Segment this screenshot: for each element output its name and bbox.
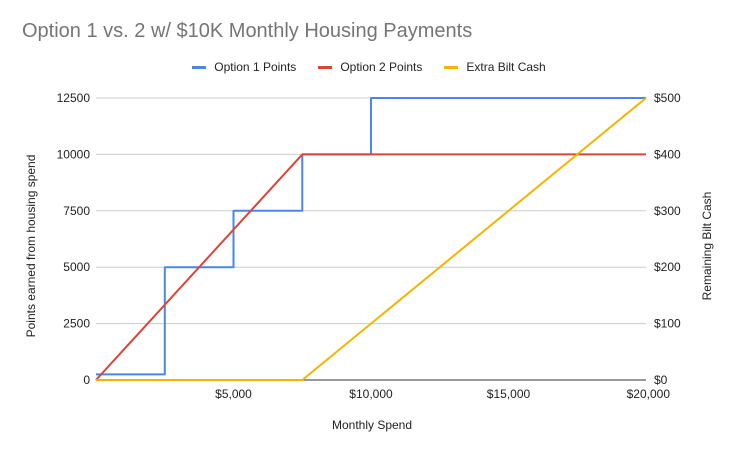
y-tick-label: 0: [83, 373, 90, 387]
y2-axis-title: Remaining Bilt Cash: [700, 192, 714, 301]
legend-item-option-1: Option 1 Points: [192, 60, 296, 74]
legend-item-extra-bilt-cash: Extra Bilt Cash: [444, 60, 546, 74]
series-line-extra-bilt-cash: [96, 97, 647, 381]
x-axis-title: Monthly Spend: [332, 418, 412, 432]
x-tick-label: $20,000: [627, 387, 671, 401]
y2-tick-label: $200: [654, 260, 681, 274]
legend-label-option-1: Option 1 Points: [214, 60, 297, 74]
legend-swatch-extra-bilt-cash: [444, 65, 459, 69]
y2-tick-label: $100: [654, 317, 681, 331]
y2-tick-label: $500: [654, 91, 681, 105]
y-tick-label: 5000: [63, 260, 90, 274]
series-line-option-1-points: [96, 97, 646, 376]
series-lines: [95, 97, 647, 381]
y2-tick-label: $0: [654, 373, 668, 387]
legend-swatch-option-1: [192, 65, 207, 69]
y-tick-label: 7500: [63, 204, 90, 218]
y2-tick-label: $400: [654, 147, 681, 161]
legend-label-option-2: Option 2 Points: [340, 60, 423, 74]
y-tick-label: 10000: [57, 147, 91, 161]
x-tick-label: $10,000: [349, 387, 393, 401]
legend-swatch-option-2: [318, 65, 333, 69]
chart-title: Option 1 vs. 2 w/ $10K Monthly Housing P…: [22, 20, 473, 42]
legend-item-option-2: Option 2 Points: [318, 60, 422, 74]
y-tick-label: 2500: [63, 317, 90, 331]
series-line-option-2-points: [95, 153, 646, 381]
legend-label-extra-bilt-cash: Extra Bilt Cash: [466, 60, 546, 74]
y-axis-title: Points earned from housing spend: [24, 155, 38, 338]
y2-tick-label: $300: [654, 204, 681, 218]
legend: Option 1 Points Option 2 Points Extra Bi…: [0, 60, 738, 74]
x-tick-label: $5,000: [215, 387, 252, 401]
x-tick-label: $15,000: [487, 387, 531, 401]
y-tick-label: 12500: [57, 91, 91, 105]
tick-labels: 0 2500 5000 7500 10000 12500 $0 $100 $200 $300 $40…: [57, 91, 681, 401]
